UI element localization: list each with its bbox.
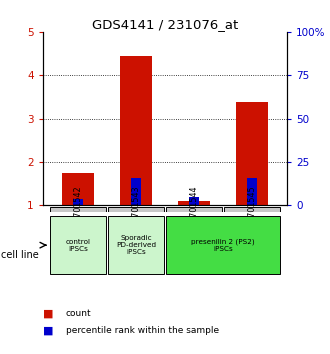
Bar bbox=[50, 207, 106, 212]
Bar bbox=[50, 216, 106, 274]
Bar bbox=[166, 207, 222, 212]
Bar bbox=[73, 199, 83, 205]
Text: ■: ■ bbox=[43, 308, 53, 318]
Text: GSM701543: GSM701543 bbox=[131, 185, 141, 234]
Bar bbox=[108, 207, 164, 212]
Bar bbox=[166, 216, 280, 274]
Bar bbox=[236, 102, 268, 205]
Bar bbox=[189, 197, 199, 205]
Text: cell line: cell line bbox=[1, 250, 38, 260]
Bar bbox=[62, 173, 94, 205]
Text: ■: ■ bbox=[43, 326, 53, 336]
Text: presenilin 2 (PS2)
iPSCs: presenilin 2 (PS2) iPSCs bbox=[191, 238, 255, 252]
Text: GSM701544: GSM701544 bbox=[189, 185, 199, 234]
Text: Sporadic
PD-derived
iPSCs: Sporadic PD-derived iPSCs bbox=[116, 235, 156, 255]
Bar bbox=[247, 178, 257, 205]
Text: GSM701542: GSM701542 bbox=[73, 185, 82, 234]
Text: count: count bbox=[66, 309, 92, 318]
Text: GSM701545: GSM701545 bbox=[248, 185, 257, 234]
Bar bbox=[131, 178, 141, 205]
Bar bbox=[224, 207, 280, 212]
Bar bbox=[120, 56, 152, 205]
Bar bbox=[108, 216, 164, 274]
Title: GDS4141 / 231076_at: GDS4141 / 231076_at bbox=[92, 18, 238, 31]
Text: percentile rank within the sample: percentile rank within the sample bbox=[66, 326, 219, 336]
Bar bbox=[178, 201, 210, 205]
Text: control
IPSCs: control IPSCs bbox=[65, 239, 90, 252]
